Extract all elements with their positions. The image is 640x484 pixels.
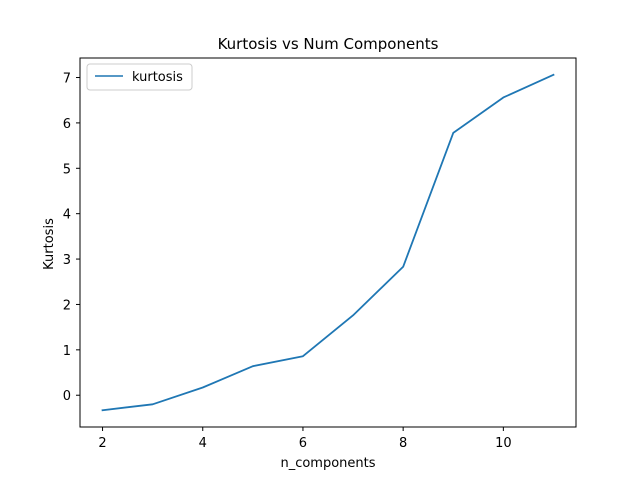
plot-background: [80, 58, 576, 427]
y-tick-label: 0: [63, 389, 71, 404]
x-tick-label: 4: [199, 436, 207, 451]
x-tick-label: 10: [495, 436, 512, 451]
legend-box: [86, 63, 193, 91]
plot-area: 2 4 6 8 10 0 1 2 3 4 5 6 7: [63, 57, 577, 451]
y-tick-label: 6: [63, 117, 71, 132]
y-tick-label: 7: [63, 72, 71, 87]
y-tick-label: 4: [63, 208, 71, 223]
legend: kurtosis: [86, 63, 193, 91]
x-tick-label: 6: [299, 436, 307, 451]
x-axis-ticks: 2 4 6 8 10: [98, 427, 512, 451]
x-tick-label: 8: [399, 436, 407, 451]
chart-title: Kurtosis vs Num Components: [218, 35, 439, 53]
y-axis-label: Kurtosis: [42, 218, 57, 270]
legend-label-kurtosis: kurtosis: [132, 70, 183, 85]
y-tick-label: 5: [63, 162, 71, 177]
y-tick-label: 2: [63, 298, 71, 313]
y-tick-label: 1: [63, 344, 71, 359]
x-axis-label: n_components: [280, 456, 375, 471]
series-layer: [101, 73, 555, 412]
axes-frame: [79, 57, 577, 428]
series-line-kurtosis: [101, 73, 555, 412]
y-axis-ticks: 0 1 2 3 4 5 6 7: [63, 72, 80, 404]
x-tick-label: 2: [98, 436, 106, 451]
y-tick-label: 3: [63, 253, 71, 268]
